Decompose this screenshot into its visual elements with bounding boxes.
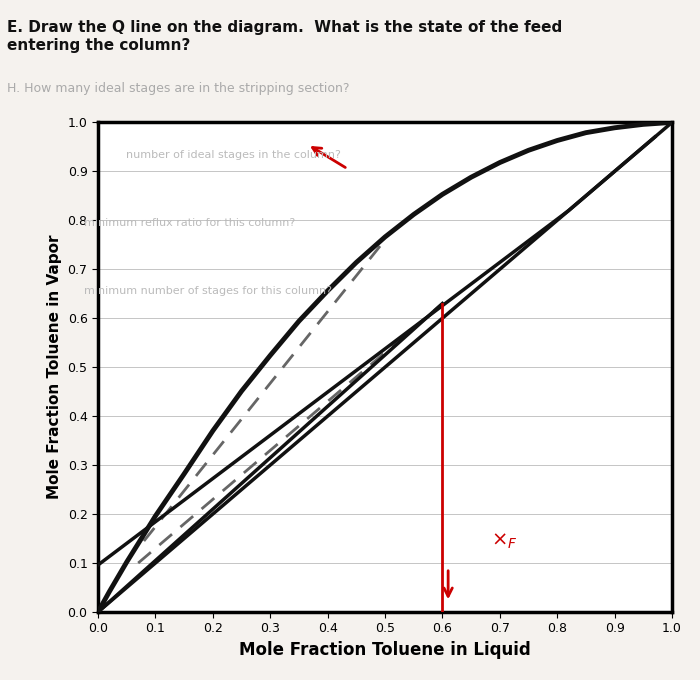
Text: H. How many ideal stages are in the stripping section?: H. How many ideal stages are in the stri… bbox=[7, 82, 349, 95]
X-axis label: Mole Fraction Toluene in Liquid: Mole Fraction Toluene in Liquid bbox=[239, 641, 531, 659]
Text: $\times_F$: $\times_F$ bbox=[491, 532, 518, 551]
Text: minimum number of stages for this column?: minimum number of stages for this column… bbox=[84, 286, 332, 296]
Text: E. Draw the Q line on the diagram.  What is the state of the feed
entering the c: E. Draw the Q line on the diagram. What … bbox=[7, 20, 562, 53]
Y-axis label: Mole Fraction Toluene in Vapor: Mole Fraction Toluene in Vapor bbox=[47, 235, 62, 499]
Text: number of ideal stages in the column?: number of ideal stages in the column? bbox=[126, 150, 341, 160]
Text: minimum reflux ratio for this column?: minimum reflux ratio for this column? bbox=[84, 218, 295, 228]
